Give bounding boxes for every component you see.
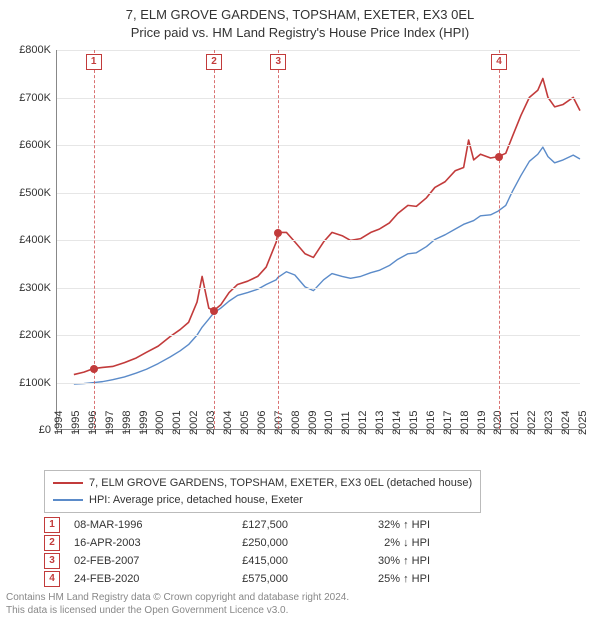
event-marker: 4 [44, 571, 60, 587]
sale-marker-box: 4 [491, 54, 507, 70]
sale-marker-vline [278, 50, 279, 429]
event-delta: 30% ↑ HPI [310, 555, 430, 567]
legend-box: 7, ELM GROVE GARDENS, TOPSHAM, EXETER, E… [44, 470, 481, 513]
x-tick-label: 2011 [340, 411, 352, 435]
x-tick-label: 2006 [256, 411, 268, 435]
title-line-2: Price paid vs. HM Land Registry's House … [10, 24, 590, 42]
gridline [57, 50, 580, 51]
event-price: £415,000 [212, 555, 302, 567]
sale-marker-dot [90, 365, 98, 373]
x-tick-label: 2023 [543, 411, 555, 435]
plot-box: £0£100K£200K£300K£400K£500K£600K£700K£80… [56, 50, 580, 430]
x-tick-label: 2008 [290, 411, 302, 435]
event-date: 24-FEB-2020 [74, 573, 204, 585]
event-date: 16-APR-2003 [74, 537, 204, 549]
y-tick-label: £500K [19, 187, 57, 199]
x-tick-label: 1997 [104, 411, 116, 435]
event-delta: 2% ↓ HPI [310, 537, 430, 549]
x-tick-label: 2005 [239, 411, 251, 435]
y-tick-label: £400K [19, 234, 57, 246]
x-tick-label: 2015 [408, 411, 420, 435]
x-tick-label: 2009 [307, 411, 319, 435]
x-tick-label: 2014 [391, 411, 403, 435]
sale-marker-dot [210, 307, 218, 315]
attribution-text: Contains HM Land Registry data © Crown c… [6, 592, 349, 617]
legend-label-hpi: HPI: Average price, detached house, Exet… [89, 492, 303, 509]
chart-plot-area: £0£100K£200K£300K£400K£500K£600K£700K£80… [56, 50, 580, 430]
event-marker: 3 [44, 553, 60, 569]
legend-item-property: 7, ELM GROVE GARDENS, TOPSHAM, EXETER, E… [53, 475, 472, 492]
x-tick-label: 1994 [53, 411, 65, 435]
y-tick-label: £200K [19, 329, 57, 341]
legend-swatch-hpi [53, 499, 83, 501]
y-tick-label: £600K [19, 139, 57, 151]
x-tick-label: 2018 [459, 411, 471, 435]
event-row: 4 24-FEB-2020 £575,000 25% ↑ HPI [44, 570, 430, 588]
gridline [57, 383, 580, 384]
series-line-hpi [74, 147, 580, 384]
chart-title: 7, ELM GROVE GARDENS, TOPSHAM, EXETER, E… [0, 0, 600, 43]
sale-marker-vline [214, 50, 215, 429]
x-tick-label: 2013 [374, 411, 386, 435]
x-tick-label: 2002 [188, 411, 200, 435]
y-tick-label: £800K [19, 44, 57, 56]
x-tick-label: 2022 [526, 411, 538, 435]
x-tick-label: 2001 [171, 411, 183, 435]
event-row: 2 16-APR-2003 £250,000 2% ↓ HPI [44, 534, 430, 552]
x-tick-label: 2012 [357, 411, 369, 435]
x-tick-label: 2010 [323, 411, 335, 435]
y-tick-label: £700K [19, 92, 57, 104]
event-delta: 32% ↑ HPI [310, 519, 430, 531]
x-tick-label: 2021 [509, 411, 521, 435]
event-marker: 2 [44, 535, 60, 551]
event-marker: 1 [44, 517, 60, 533]
x-tick-label: 2016 [425, 411, 437, 435]
x-tick-label: 2025 [577, 411, 589, 435]
event-price: £575,000 [212, 573, 302, 585]
event-row: 3 02-FEB-2007 £415,000 30% ↑ HPI [44, 552, 430, 570]
event-date: 08-MAR-1996 [74, 519, 204, 531]
sale-marker-dot [274, 229, 282, 237]
title-line-1: 7, ELM GROVE GARDENS, TOPSHAM, EXETER, E… [10, 6, 590, 24]
x-tick-label: 2004 [222, 411, 234, 435]
gridline [57, 145, 580, 146]
sale-marker-dot [495, 153, 503, 161]
event-price: £250,000 [212, 537, 302, 549]
gridline [57, 335, 580, 336]
event-price: £127,500 [212, 519, 302, 531]
attribution-line-1: Contains HM Land Registry data © Crown c… [6, 592, 349, 605]
x-tick-label: 2000 [154, 411, 166, 435]
event-delta: 25% ↑ HPI [310, 573, 430, 585]
x-tick-label: 1999 [138, 411, 150, 435]
x-tick-label: 2019 [476, 411, 488, 435]
y-tick-label: £100K [19, 377, 57, 389]
attribution-line-2: This data is licensed under the Open Gov… [6, 605, 349, 618]
x-tick-label: 1995 [70, 411, 82, 435]
sale-marker-vline [499, 50, 500, 429]
x-tick-label: 2003 [205, 411, 217, 435]
sale-marker-box: 1 [86, 54, 102, 70]
legend-label-property: 7, ELM GROVE GARDENS, TOPSHAM, EXETER, E… [89, 475, 472, 492]
event-date: 02-FEB-2007 [74, 555, 204, 567]
y-tick-label: £300K [19, 282, 57, 294]
sale-marker-box: 2 [206, 54, 222, 70]
gridline [57, 240, 580, 241]
sale-marker-box: 3 [270, 54, 286, 70]
event-row: 1 08-MAR-1996 £127,500 32% ↑ HPI [44, 516, 430, 534]
x-tick-label: 1998 [121, 411, 133, 435]
x-tick-label: 2017 [442, 411, 454, 435]
legend-swatch-property [53, 482, 83, 484]
events-table: 1 08-MAR-1996 £127,500 32% ↑ HPI 2 16-AP… [44, 516, 430, 588]
x-tick-label: 2024 [560, 411, 572, 435]
gridline [57, 98, 580, 99]
series-line-property [74, 78, 580, 374]
gridline [57, 193, 580, 194]
gridline [57, 288, 580, 289]
legend-item-hpi: HPI: Average price, detached house, Exet… [53, 492, 472, 509]
